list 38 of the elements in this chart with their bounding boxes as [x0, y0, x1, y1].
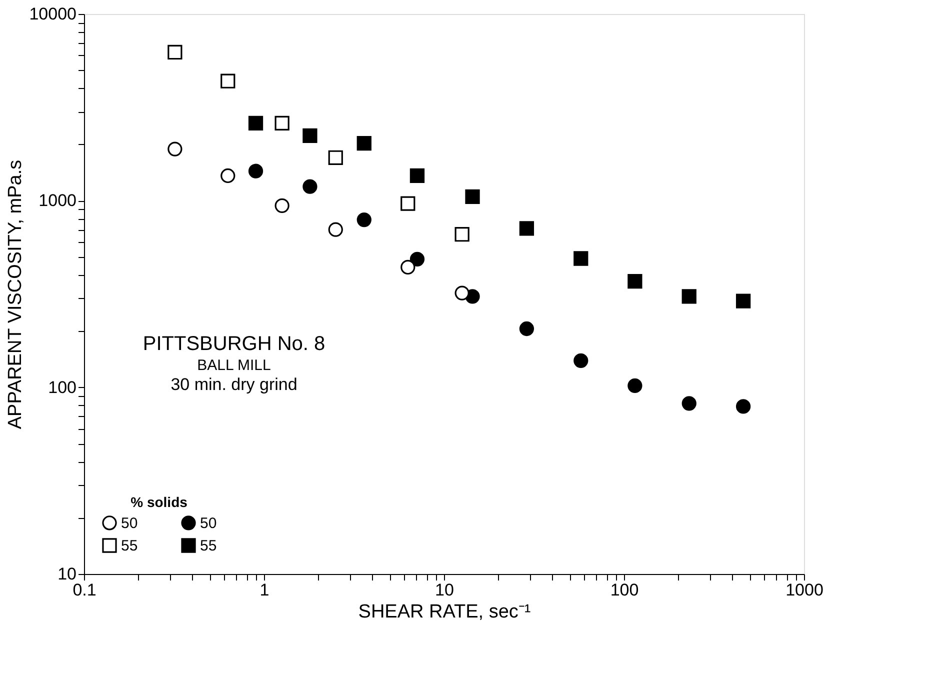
y-tick-label: 10000 — [29, 4, 76, 24]
annotation: 30 min. dry grind — [170, 375, 298, 394]
point — [302, 128, 318, 143]
point — [736, 399, 751, 414]
y-tick-label: 1000 — [38, 191, 76, 210]
x-axis-title: SHEAR RATE, sec⁻¹ — [358, 602, 531, 622]
point — [519, 321, 534, 336]
y-axis-title: APPARENT VISCOSITY, mPa.s — [5, 160, 26, 430]
point — [248, 116, 264, 131]
legend-label: 55 — [121, 538, 138, 554]
legend-label: 55 — [200, 538, 217, 554]
legend-label: 50 — [121, 514, 138, 532]
point — [574, 251, 588, 266]
point — [410, 168, 425, 184]
point — [628, 274, 642, 289]
point — [682, 396, 696, 411]
point — [574, 353, 588, 368]
point — [248, 164, 264, 178]
point — [736, 294, 751, 308]
x-tick-label: 0.1 — [72, 580, 96, 600]
x-tick-label: 1 — [260, 580, 270, 600]
point — [682, 289, 696, 304]
point — [302, 179, 318, 194]
point — [628, 378, 642, 394]
point — [356, 212, 372, 228]
y-tick-label: 10 — [58, 564, 76, 584]
annotation: PITTSBURGH No. 8 — [142, 333, 326, 355]
point — [356, 136, 372, 151]
x-tick-label: 1000 — [786, 580, 824, 600]
point — [410, 252, 425, 266]
y-tick-label: 100 — [48, 378, 76, 397]
annotation: BALL MILL — [197, 357, 271, 374]
x-tick-label: 100 — [610, 580, 639, 600]
point — [519, 221, 534, 236]
legend-title: % solids — [130, 494, 188, 510]
x-tick-label: 10 — [435, 580, 454, 600]
point — [465, 189, 480, 204]
legend-label: 50 — [200, 514, 217, 532]
